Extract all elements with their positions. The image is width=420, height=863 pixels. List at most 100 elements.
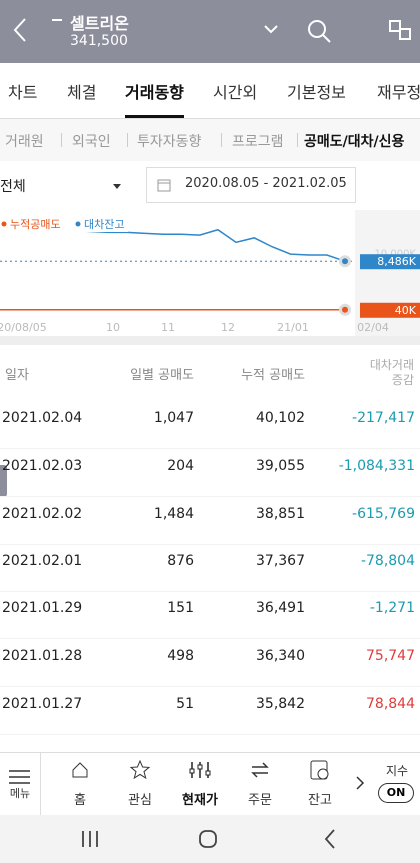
row-divider <box>0 734 420 735</box>
chart-icon <box>189 762 211 778</box>
date-cell: 2021.02.04 <box>2 410 83 426</box>
column-header: 누적 공매도 <box>241 368 305 383</box>
value-cell: 876 <box>167 553 194 569</box>
row-divider <box>0 591 420 592</box>
date-cell: 2021.02.02 <box>2 506 83 522</box>
sub-tab[interactable]: 외국인 <box>72 134 111 150</box>
recent-apps-button[interactable] <box>80 829 100 849</box>
legend-box <box>0 216 128 232</box>
value-cell: 38,851 <box>256 506 305 522</box>
x-tick-label: 21/01 <box>277 321 309 334</box>
sub-tab[interactable]: 프로그램 <box>232 134 284 150</box>
nav-item[interactable]: 잔고 <box>308 793 332 808</box>
value-cell: 498 <box>167 648 194 664</box>
value-cell: 36,491 <box>256 600 305 616</box>
nav-item[interactable]: 관심 <box>128 793 152 808</box>
value-tag <box>360 254 420 270</box>
row-divider <box>0 638 420 639</box>
x-tick-label: 10 <box>106 321 120 334</box>
dropdown-icon[interactable] <box>112 183 122 191</box>
tab[interactable]: 시간외 <box>213 83 258 102</box>
back-button[interactable] <box>322 828 338 850</box>
date-range: 2020.08.05 - 2021.02.05 <box>185 176 347 191</box>
separator <box>221 133 222 147</box>
nav-item[interactable]: 주문 <box>248 793 272 808</box>
nav-item[interactable]: 홈 <box>74 793 86 808</box>
value-cell: 39,055 <box>256 458 305 474</box>
nav-item-active[interactable]: 현재가 <box>182 793 218 808</box>
nav-item[interactable]: 메뉴 <box>9 787 31 800</box>
tab[interactable]: 기본정보 <box>287 83 346 102</box>
sub-tab-active[interactable]: 공매도/대차/신용 <box>304 134 405 150</box>
tab[interactable]: 재무정보 <box>377 83 420 102</box>
date-cell: 2021.01.27 <box>2 696 83 712</box>
value-cell: 78,844 <box>366 696 415 712</box>
title-dash <box>52 19 62 21</box>
legend-dot <box>1 221 7 227</box>
date-range-box[interactable]: 2020.08.05 - 2021.02.05 <box>146 167 356 203</box>
value-cell: 1,484 <box>153 506 194 522</box>
date-cell: 2021.02.01 <box>2 553 83 569</box>
date-cell: 2021.01.29 <box>2 600 83 616</box>
value-cell: 36,340 <box>256 648 305 664</box>
back-button[interactable] <box>10 16 30 44</box>
sub-tab-bar: 거래원 외국인 투자자동향 프로그램 공매도/대차/신용 <box>0 119 420 161</box>
column-header: 일별 공매도 <box>130 368 194 383</box>
separator <box>40 753 41 816</box>
filter-row: 전체 2020.08.05 - 2021.02.05 <box>0 161 420 211</box>
menu-icon[interactable] <box>8 769 32 785</box>
value-cell: -615,769 <box>352 506 415 522</box>
next-icon[interactable] <box>355 775 365 791</box>
value-cell: 37,367 <box>256 553 305 569</box>
stock-price: 341,500 <box>70 33 128 49</box>
star-icon <box>130 760 150 780</box>
value-cell: 51 <box>176 696 194 712</box>
value-tag <box>360 302 420 318</box>
tab-bar: 차트 체결 거래동향 시간외 기본정보 재무정보 <box>0 63 420 119</box>
value-cell: 204 <box>167 458 194 474</box>
value-cell: 75,747 <box>366 648 415 664</box>
scope-select[interactable]: 전체 <box>0 179 26 195</box>
value-cell: -78,804 <box>360 553 415 569</box>
separator <box>297 133 298 147</box>
column-header: 일자 <box>5 368 29 383</box>
index-toggle[interactable]: ON <box>378 783 414 803</box>
x-tick-label: 11 <box>161 321 175 334</box>
value-label: 40K <box>395 304 417 317</box>
date-cell: 2021.02.03 <box>2 458 83 474</box>
x-tick-label: 12 <box>221 321 235 334</box>
separator <box>61 133 62 147</box>
column-header: 대차거래 증감 <box>369 358 414 387</box>
x-tick-label: 20/08/05 <box>0 321 47 334</box>
legend-label: 누적공매도 <box>10 218 61 231</box>
x-tick-label: 02/04 <box>357 321 389 334</box>
value-cell: 1,047 <box>153 410 194 426</box>
calendar-icon <box>157 179 171 192</box>
sub-tab[interactable]: 투자자동향 <box>137 134 202 150</box>
tab[interactable]: 체결 <box>67 83 97 102</box>
side-handle[interactable] <box>0 465 7 497</box>
menu-icon[interactable] <box>388 18 414 44</box>
stock-name[interactable]: 셀트리온 <box>70 14 129 33</box>
bottom-nav: 메뉴 홈 관심 현재가 주문 잔고 지수 ON <box>0 752 420 816</box>
end-point <box>342 258 348 265</box>
series-line <box>0 226 346 262</box>
sub-tab[interactable]: 거래원 <box>5 134 44 150</box>
value-cell: 35,842 <box>256 696 305 712</box>
y-tick-label: 10,000K <box>374 249 416 260</box>
system-nav <box>0 815 420 863</box>
dropdown-icon[interactable] <box>262 22 280 36</box>
tab[interactable]: 차트 <box>8 83 38 102</box>
date-cell: 2021.01.28 <box>2 648 83 664</box>
row-divider <box>0 496 420 497</box>
search-icon[interactable] <box>306 18 332 44</box>
tab-active[interactable]: 거래동향 <box>125 79 184 118</box>
separator <box>127 133 128 147</box>
legend-dot <box>75 221 81 227</box>
home-button[interactable] <box>198 828 220 850</box>
row-divider <box>0 686 420 687</box>
value-label: 8,486K <box>377 255 416 268</box>
divider <box>0 336 420 345</box>
value-cell: 40,102 <box>256 410 305 426</box>
